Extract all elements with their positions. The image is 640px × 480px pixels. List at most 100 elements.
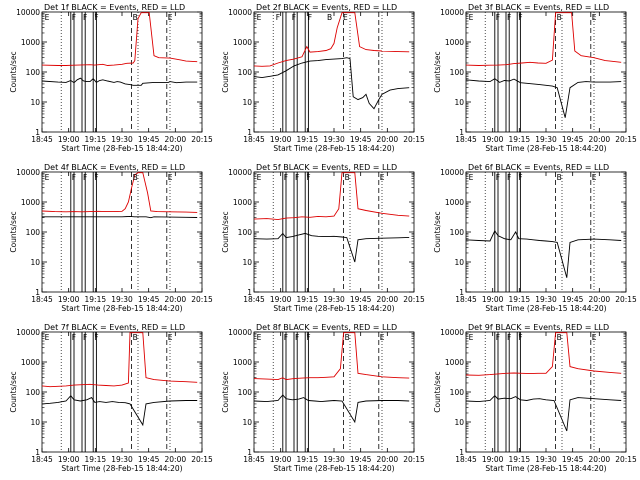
- y-axis-label: Counts/sec: [221, 51, 230, 92]
- x-tick-label: 19:15: [509, 455, 531, 464]
- segment-annotation: F: [72, 333, 76, 342]
- panel-title: Det 9f BLACK = Events, RED = LLD: [468, 323, 609, 332]
- segment-annotation: E: [469, 13, 474, 22]
- panel-title: Det 8f BLACK = Events, RED = LLD: [256, 323, 397, 332]
- x-tick-label: 19:45: [562, 295, 584, 304]
- x-axis-label: Start Time (28-Feb-15 18:44:20): [485, 144, 606, 153]
- segment-annotation: F: [94, 173, 98, 182]
- panel-7: Det 7f BLACK = Events, RED = LLD 1 10 100 10…: [9, 323, 213, 473]
- x-tick-label: 19:45: [350, 135, 372, 144]
- y-tick-label: 100: [238, 228, 253, 237]
- y-tick-label: 10: [454, 98, 464, 107]
- x-tick-label: 18:45: [455, 295, 477, 304]
- series-line-lld: [253, 12, 410, 67]
- series-line-lld: [465, 332, 622, 376]
- panel-1: Det 1f BLACK = Events, RED = LLD 1 10 100 10…: [9, 3, 213, 153]
- segment-annotation: F: [507, 333, 511, 342]
- panel-9: Det 9f BLACK = Events, RED = LLD 1 10 100 10…: [433, 323, 637, 473]
- series-line-lld: [253, 172, 410, 221]
- x-tick-label: 19:00: [482, 135, 504, 144]
- series-line-events: [42, 215, 198, 219]
- x-tick-label: 20:00: [165, 295, 187, 304]
- segment-annotation: F: [72, 13, 76, 22]
- x-tick-label: 19:45: [138, 135, 160, 144]
- y-tick-label: 1000: [21, 198, 40, 207]
- x-tick-label: 19:15: [85, 455, 107, 464]
- segment-annotation: F: [295, 173, 299, 182]
- plot-frame: [465, 171, 627, 293]
- plot-frame: [465, 11, 627, 133]
- x-tick-label: 18:45: [31, 135, 53, 144]
- x-tick-label: 19:00: [270, 135, 292, 144]
- x-tick-label: 20:00: [165, 135, 187, 144]
- plot-frame: [41, 171, 203, 293]
- x-tick-label: 18:45: [455, 455, 477, 464]
- y-tick-label: 10: [30, 418, 40, 427]
- y-tick-label: 100: [450, 228, 465, 237]
- panel-title: Det 4f BLACK = Events, RED = LLD: [44, 163, 185, 172]
- x-tick-label: 20:00: [377, 295, 399, 304]
- y-axis-label: Counts/sec: [9, 51, 18, 92]
- x-tick-label: 20:00: [377, 135, 399, 144]
- x-tick-label: 19:30: [323, 455, 345, 464]
- segment-annotation: E: [592, 173, 597, 182]
- x-tick-label: 19:15: [297, 135, 319, 144]
- x-tick-label: 19:15: [297, 295, 319, 304]
- segment-annotation: F: [94, 333, 98, 342]
- segment-annotation: F: [507, 173, 511, 182]
- segment-annotation: B: [133, 333, 138, 342]
- x-tick-label: 20:00: [589, 455, 611, 464]
- x-tick-label: 19:30: [535, 135, 557, 144]
- y-tick-label: 1000: [233, 38, 252, 47]
- panel-title: Det 7f BLACK = Events, RED = LLD: [44, 323, 185, 332]
- series-line-lld: [41, 172, 198, 213]
- y-axis-label: Counts/sec: [221, 211, 230, 252]
- y-tick-label: 1: [247, 128, 252, 137]
- y-axis-label: Counts/sec: [221, 371, 230, 412]
- segment-annotation: B: [133, 13, 138, 22]
- segment-annotation: F: [295, 333, 299, 342]
- series-line-lld: [465, 12, 622, 66]
- x-tick-label: 19:15: [509, 295, 531, 304]
- series-line-events: [41, 77, 198, 86]
- y-tick-label: 10000: [440, 328, 464, 337]
- segment-annotation: E: [168, 13, 173, 22]
- x-tick-label: 19:15: [297, 455, 319, 464]
- y-tick-label: 10: [454, 258, 464, 267]
- x-tick-label: 19:45: [350, 295, 372, 304]
- series-line-events: [253, 394, 410, 424]
- panel-title: Det 3f BLACK = Events, RED = LLD: [468, 3, 609, 12]
- x-tick-label: 19:15: [85, 135, 107, 144]
- x-axis-label: Start Time (28-Feb-15 18:44:20): [273, 144, 394, 153]
- x-tick-label: 19:30: [535, 455, 557, 464]
- y-tick-label: 100: [450, 68, 465, 77]
- segment-annotation: E: [380, 333, 385, 342]
- x-tick-label: 20:15: [615, 135, 637, 144]
- x-tick-label: 19:00: [58, 135, 80, 144]
- y-tick-label: 100: [450, 388, 465, 397]
- segment-annotation: F: [518, 333, 522, 342]
- x-tick-label: 19:00: [482, 295, 504, 304]
- panel-title: Det 6f BLACK = Events, RED = LLD: [468, 163, 609, 172]
- y-tick-label: 10000: [16, 328, 40, 337]
- y-tick-label: 100: [238, 388, 253, 397]
- segment-annotation: F: [284, 333, 288, 342]
- x-tick-label: 19:15: [85, 295, 107, 304]
- x-tick-label: 20:15: [191, 135, 213, 144]
- series-line-lld: [41, 332, 198, 388]
- segment-annotation: E: [469, 173, 474, 182]
- y-tick-label: 1000: [21, 38, 40, 47]
- x-tick-label: 18:45: [455, 135, 477, 144]
- segment-annotation: F: [72, 173, 76, 182]
- segment-annotation: F: [276, 13, 280, 22]
- y-axis-label: Counts/sec: [433, 51, 442, 92]
- y-tick-label: 1: [247, 448, 252, 457]
- panel-6: Det 6f BLACK = Events, RED = LLD 1 10 100 10…: [433, 163, 637, 313]
- y-tick-label: 1000: [445, 358, 464, 367]
- y-tick-label: 1: [35, 128, 40, 137]
- y-tick-label: 10000: [228, 328, 252, 337]
- plot-frame: [253, 11, 415, 133]
- segment-annotation: F: [496, 173, 500, 182]
- panel-title: Det 5f BLACK = Events, RED = LLD: [256, 163, 397, 172]
